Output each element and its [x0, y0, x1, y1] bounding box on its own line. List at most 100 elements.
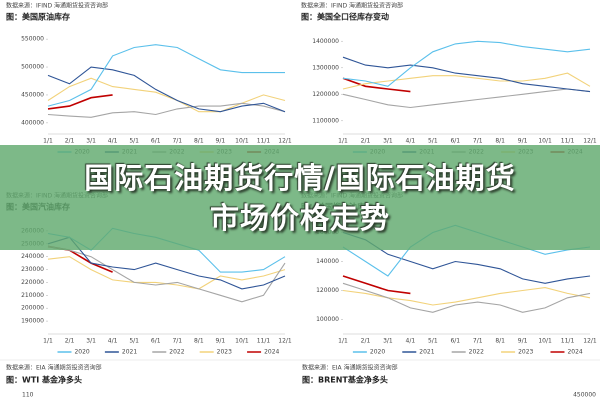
x-tick-label: 5/1 — [129, 338, 139, 345]
y-tick-label: 210000 — [21, 292, 44, 299]
series-line — [342, 287, 591, 306]
x-tick-label: 6/1 — [151, 138, 161, 145]
series-line — [47, 66, 286, 113]
y-tick-label: 190000 — [21, 318, 44, 325]
x-tick-label: 12/1 — [278, 338, 292, 345]
y-tick-label: 140000 — [316, 258, 339, 265]
y-tick-label: 220000 — [21, 279, 44, 286]
x-tick-label: 12/1 — [583, 138, 597, 145]
x-tick-label: 10/1 — [235, 338, 249, 345]
legend-label: 2022 — [169, 349, 184, 356]
x-tick-label: 1/1 — [43, 338, 53, 345]
series-line — [342, 72, 591, 90]
x-tick-label: 7/1 — [473, 338, 483, 345]
x-tick-label: 7/1 — [172, 138, 182, 145]
x-tick-label: 8/1 — [194, 338, 204, 345]
series-line — [342, 275, 411, 295]
y-tick-label: 200000 — [21, 305, 44, 312]
x-tick-label: 5/1 — [129, 138, 139, 145]
x-tick-label: 10/1 — [538, 138, 552, 145]
chart-title: 图：美国原油库存 — [6, 12, 70, 22]
x-tick-label: 7/1 — [172, 338, 182, 345]
y-tick-label: 230000 — [21, 266, 44, 273]
legend-label: 2023 — [518, 349, 533, 356]
x-tick-label: 3/1 — [86, 338, 96, 345]
series-line — [47, 77, 286, 113]
chart-title: 图：美国全口径库存变动 — [301, 12, 389, 22]
x-tick-label: 2/1 — [361, 338, 371, 345]
x-tick-label: 4/1 — [108, 338, 118, 345]
footer-tick: 110 — [22, 392, 34, 399]
x-tick-label: 1/1 — [43, 138, 53, 145]
x-tick-label: 9/1 — [518, 338, 528, 345]
source: 数据来源：IFIND 海通期货投资咨询部 — [6, 2, 108, 10]
x-tick-label: 6/1 — [450, 338, 460, 345]
y-tick-label: 100000 — [316, 316, 339, 323]
x-tick-label: 2/1 — [65, 338, 75, 345]
x-tick-label: 9/1 — [518, 138, 528, 145]
series-line — [47, 44, 285, 107]
footer-title: 图：WTI 基金净多头 — [6, 375, 82, 385]
x-tick-label: 8/1 — [495, 338, 505, 345]
x-tick-label: 6/1 — [151, 338, 161, 345]
x-tick-label: 11/1 — [257, 338, 271, 345]
x-tick-label: 1/1 — [338, 338, 348, 345]
x-tick-label: 11/1 — [257, 138, 271, 145]
footer-source: 数据来源：EIA 海通期货投资咨询部 — [6, 364, 102, 372]
banner: 国际石油期货行情/国际石油期货 市场价格走势 — [0, 145, 600, 250]
legend-label: 2022 — [469, 349, 484, 356]
series-line — [342, 40, 591, 87]
x-tick-label: 4/1 — [406, 138, 416, 145]
x-tick-label: 11/1 — [561, 338, 575, 345]
series-line — [342, 231, 591, 284]
x-tick-label: 5/1 — [428, 338, 438, 345]
x-tick-label: 2/1 — [361, 138, 371, 145]
y-tick-label: 1300000 — [312, 64, 339, 71]
x-tick-label: 8/1 — [495, 138, 505, 145]
banner-line: 市场价格走势 — [209, 200, 390, 235]
x-tick-label: 7/1 — [473, 138, 483, 145]
series-line — [47, 102, 286, 118]
series-line — [47, 245, 286, 303]
series-line — [342, 88, 591, 109]
y-tick-label: 550000 — [21, 36, 44, 43]
x-tick-label: 4/1 — [108, 138, 118, 145]
banner-line: 国际石油期货行情/国际石油期货 — [84, 160, 516, 195]
y-tick-label: 1100000 — [312, 117, 339, 124]
legend-label: 2024 — [567, 349, 582, 356]
legend-label: 2020 — [74, 349, 89, 356]
x-tick-label: 12/1 — [278, 138, 292, 145]
series-line — [47, 94, 113, 110]
legend-label: 2020 — [370, 349, 385, 356]
series-line — [47, 236, 286, 290]
series-line — [342, 56, 591, 93]
x-tick-label: 8/1 — [194, 138, 204, 145]
series-line — [342, 77, 411, 93]
footer-title: 图：BRENT基金净多头 — [302, 375, 388, 385]
x-tick-label: 9/1 — [216, 138, 226, 145]
x-tick-label: 3/1 — [383, 338, 393, 345]
legend-label: 2021 — [122, 349, 137, 356]
x-tick-label: 4/1 — [406, 338, 416, 345]
x-tick-label: 3/1 — [86, 138, 96, 145]
x-tick-label: 12/1 — [583, 338, 597, 345]
footer-tick: 450000 — [573, 392, 596, 399]
y-tick-label: 1200000 — [312, 91, 339, 98]
legend-label: 2021 — [419, 349, 434, 356]
y-tick-label: 1400000 — [312, 38, 339, 45]
series-line — [342, 282, 591, 313]
x-tick-label: 6/1 — [450, 138, 460, 145]
x-tick-label: 10/1 — [235, 138, 249, 145]
x-tick-label: 2/1 — [65, 138, 75, 145]
y-tick-label: 400000 — [21, 119, 44, 126]
x-tick-label: 11/1 — [561, 138, 575, 145]
footer-source: 数据来源：EIA 海通期货投资咨询部 — [302, 364, 398, 372]
y-tick-label: 120000 — [316, 287, 339, 294]
x-tick-label: 3/1 — [383, 138, 393, 145]
legend-label: 2024 — [264, 349, 279, 356]
y-tick-label: 500000 — [21, 64, 44, 71]
x-tick-label: 9/1 — [216, 338, 226, 345]
source: 数据来源：IFIND 海通期货投资咨询部 — [301, 2, 403, 10]
legend-label: 2023 — [217, 349, 232, 356]
